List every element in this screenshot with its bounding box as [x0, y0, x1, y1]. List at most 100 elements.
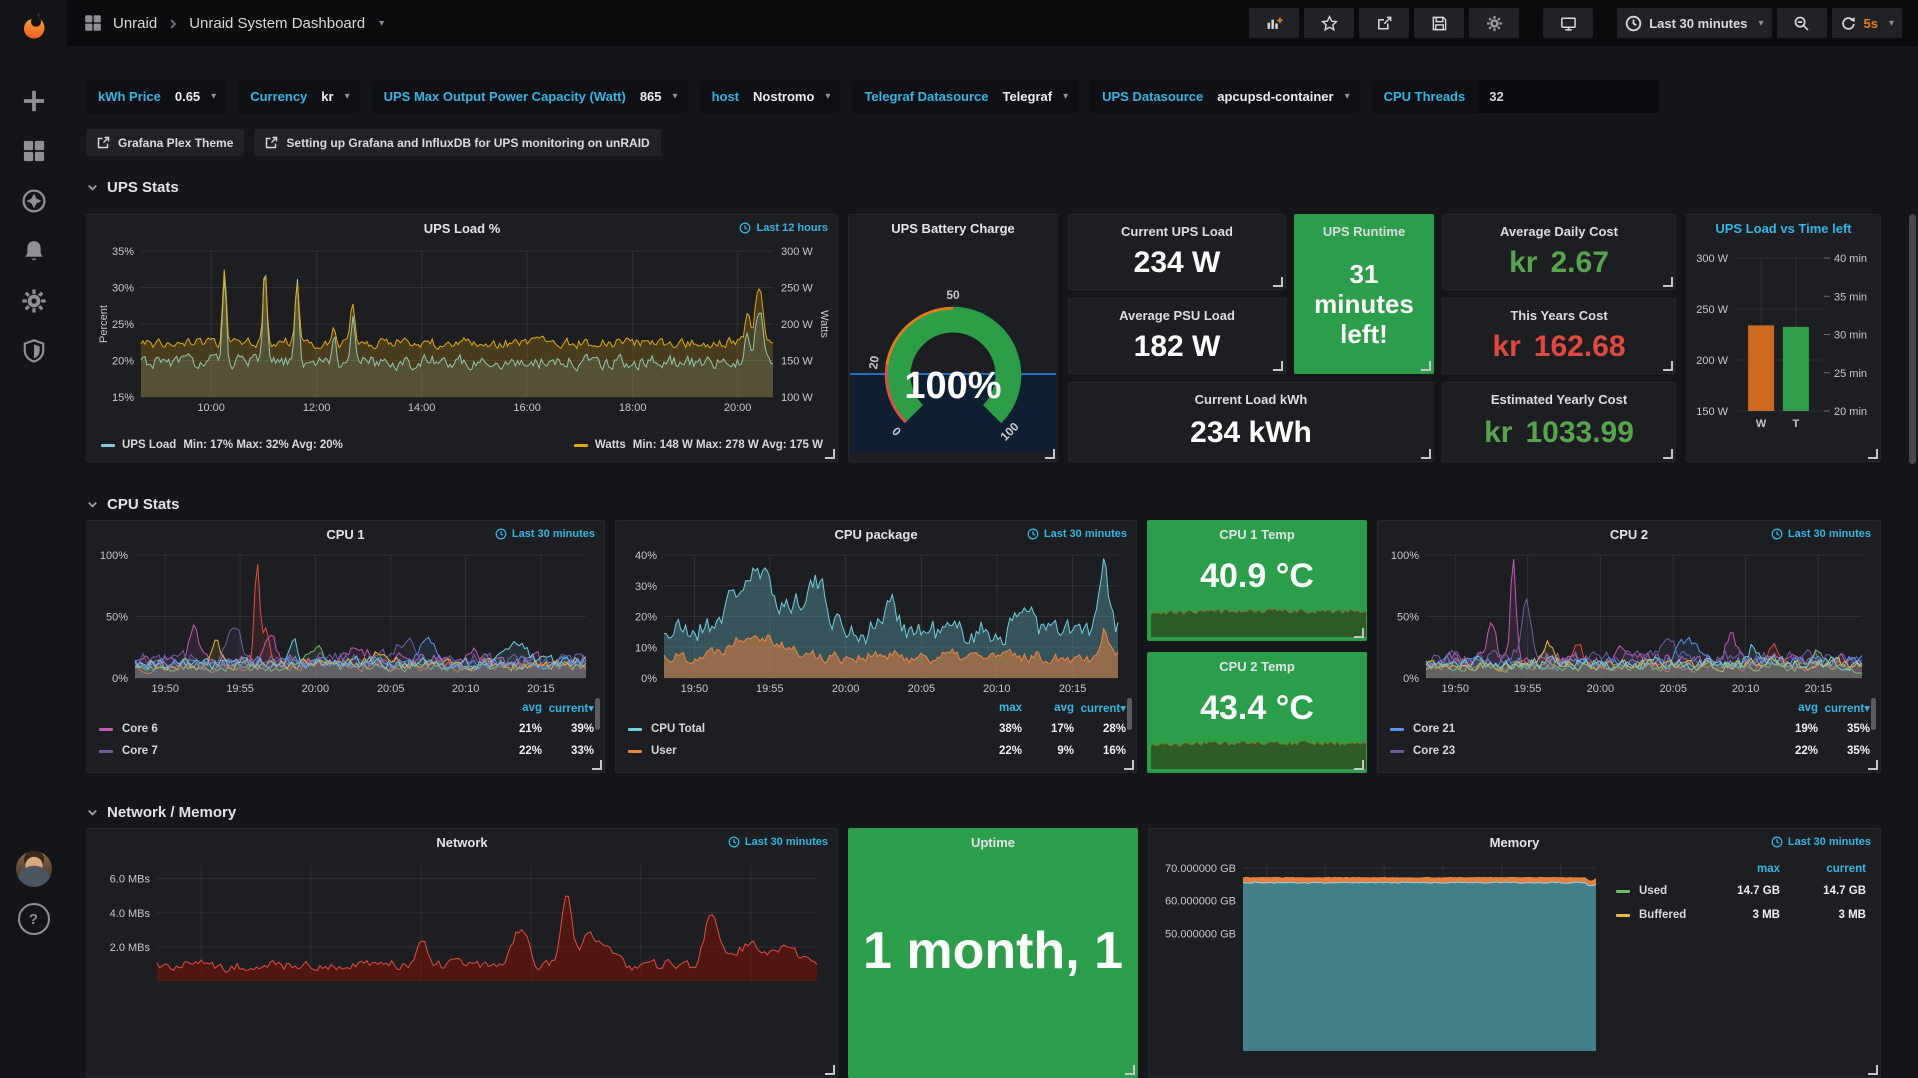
- grafana-logo[interactable]: [12, 8, 56, 52]
- panel-resize-handle[interactable]: [1354, 760, 1364, 770]
- legend-sort-header[interactable]: current▾: [548, 703, 594, 715]
- explore-icon[interactable]: [21, 188, 47, 214]
- panel-title[interactable]: CPU 1: [326, 526, 365, 542]
- breadcrumb-dashboard[interactable]: Unraid System Dashboard: [189, 14, 366, 32]
- panel-resize-handle[interactable]: [825, 449, 835, 459]
- legend-scrollbar[interactable]: [595, 698, 600, 730]
- legend-sort-header[interactable]: avg: [522, 702, 542, 714]
- panel-resize-handle[interactable]: [1663, 361, 1673, 371]
- link-grafana-plex-theme[interactable]: Grafana Plex Theme: [86, 129, 245, 156]
- network-chart[interactable]: 6.0 MBs 4.0 MBs 2.0 MBs: [95, 857, 829, 999]
- panel-title[interactable]: UPS Battery Charge: [891, 220, 1015, 236]
- ups-load-chart[interactable]: 35% 30% 25% 20% 15% 300 W 250 W 200 W 150 W 100 W…: [95, 243, 830, 417]
- panel-title[interactable]: Memory: [1489, 834, 1540, 850]
- stat-title[interactable]: Current UPS Load: [1121, 224, 1233, 239]
- add-panel-button[interactable]: [1249, 8, 1300, 38]
- panel-resize-handle[interactable]: [1868, 449, 1878, 459]
- panel-resize-handle[interactable]: [1868, 760, 1878, 770]
- stat-title[interactable]: Estimated Yearly Cost: [1490, 392, 1628, 407]
- configuration-gear-icon[interactable]: [21, 288, 47, 314]
- panel-resize-handle[interactable]: [1421, 449, 1431, 459]
- panel-time-range[interactable]: Last 30 minutes: [495, 528, 595, 540]
- legend-item[interactable]: Watts Min: 148 W Max: 278 W Avg: 175 W: [573, 437, 823, 453]
- alerting-bell-icon[interactable]: [21, 238, 47, 264]
- save-button[interactable]: [1414, 8, 1465, 38]
- stat-title[interactable]: This Years Cost: [1510, 308, 1608, 323]
- panel-title[interactable]: UPS Load vs Time left: [1715, 220, 1852, 236]
- variable-host[interactable]: host Nostromo ▾: [699, 80, 841, 113]
- legend-sort-header[interactable]: avg: [1798, 702, 1818, 714]
- legend-series-name[interactable]: User: [651, 745, 677, 757]
- link-ups-monitoring-guide[interactable]: Setting up Grafana and InfluxDB for UPS …: [254, 129, 661, 156]
- section-cpu-stats[interactable]: CPU Stats: [86, 493, 1918, 515]
- cpu-threads-input[interactable]: 32: [1479, 80, 1660, 113]
- panel-time-range[interactable]: Last 12 hours: [739, 222, 828, 234]
- cpu2-chart[interactable]: 100% 50% 0% 19:50 19:55 20:00 20:05 20:10 20:15: [1386, 549, 1872, 696]
- panel-resize-handle[interactable]: [592, 760, 602, 770]
- battery-gauge[interactable]: 0 20 50 100: [849, 241, 1057, 461]
- refresh-interval-label[interactable]: 5s: [1863, 15, 1878, 31]
- dashboard-settings-button[interactable]: [1469, 8, 1520, 38]
- legend-sort-header[interactable]: current▾: [1080, 703, 1126, 715]
- panel-time-range[interactable]: Last 30 minutes: [728, 836, 828, 848]
- legend-row[interactable]: Used 14.7 GB 14.7 GB: [1616, 879, 1866, 903]
- panel-title[interactable]: CPU 2 Temp: [1219, 658, 1295, 674]
- stat-title[interactable]: UPS Runtime: [1322, 224, 1406, 239]
- variable-telegraf-datasource[interactable]: Telegraf Datasource Telegraf ▾: [852, 80, 1079, 113]
- stat-title[interactable]: Average Daily Cost: [1499, 224, 1618, 239]
- panel-time-range[interactable]: Last 30 minutes: [1771, 836, 1871, 848]
- panel-resize-handle[interactable]: [1124, 760, 1134, 770]
- legend-series-name[interactable]: Core 7: [122, 745, 158, 757]
- legend-series-name[interactable]: Used: [1639, 885, 1668, 897]
- variable-currency[interactable]: Currency kr ▾: [238, 80, 360, 113]
- panel-title[interactable]: Uptime: [970, 834, 1016, 850]
- panel-title[interactable]: CPU 2: [1609, 526, 1649, 542]
- panel-title[interactable]: Network: [436, 834, 488, 850]
- panel-resize-handle[interactable]: [1273, 277, 1283, 287]
- panel-resize-handle[interactable]: [1868, 1065, 1878, 1075]
- legend-sort-header[interactable]: current: [1826, 863, 1866, 875]
- legend-series-name[interactable]: UPS Load: [122, 439, 177, 451]
- stat-title[interactable]: Current Load kWh: [1194, 392, 1308, 407]
- legend-row[interactable]: Core 7 22% 33%: [99, 740, 594, 762]
- legend-item[interactable]: UPS Load Min: 17% Max: 32% Avg: 20%: [101, 437, 343, 453]
- ups-load-vs-time-chart[interactable]: 300 W 250 W 200 W 150 W 40 min 35 min 30 min 25…: [1691, 243, 1876, 455]
- cpu-package-chart[interactable]: 40% 30% 20% 10% 0% 19:50 19:55 20:00 20:05 20:10 2…: [624, 549, 1128, 696]
- caret-down-icon[interactable]: ▾: [379, 17, 385, 29]
- page-scrollbar-thumb[interactable]: [1909, 214, 1916, 464]
- cycle-view-button[interactable]: [1543, 8, 1594, 38]
- legend-sort-header[interactable]: max: [1756, 863, 1780, 875]
- panel-resize-handle[interactable]: [1421, 361, 1431, 371]
- legend-sort-header[interactable]: max: [998, 702, 1022, 714]
- legend-series-name[interactable]: Core 23: [1413, 745, 1456, 757]
- legend-series-name[interactable]: Core 21: [1413, 723, 1456, 735]
- time-range-button[interactable]: Last 30 minutes ▾: [1617, 8, 1772, 38]
- panel-resize-handle[interactable]: [1045, 449, 1055, 459]
- legend-row[interactable]: Buffered 3 MB 3 MB: [1616, 903, 1866, 927]
- panel-title[interactable]: CPU 1 Temp: [1219, 526, 1295, 542]
- legend-row[interactable]: Core 21 19% 35%: [1390, 718, 1870, 740]
- zoom-out-button[interactable]: [1776, 8, 1827, 38]
- panel-time-range[interactable]: Last 30 minutes: [1027, 528, 1127, 540]
- breadcrumb-folder[interactable]: Unraid: [113, 14, 158, 32]
- cpu1-chart[interactable]: 100% 50% 0% 19:50 19:55 20:00 20:05 20:10 20:15: [95, 549, 596, 696]
- legend-sort-header[interactable]: current▾: [1824, 703, 1870, 715]
- panel-time-range[interactable]: Last 30 minutes: [1771, 528, 1871, 540]
- stat-title[interactable]: Average PSU Load: [1119, 308, 1235, 323]
- share-button[interactable]: [1359, 8, 1410, 38]
- star-button[interactable]: [1304, 8, 1355, 38]
- legend-series-name[interactable]: Buffered: [1639, 909, 1687, 921]
- memory-chart[interactable]: 70.000000 GB 60.000000 GB 50.000000 GB: [1155, 857, 1604, 1069]
- refresh-button[interactable]: 5s ▾: [1831, 8, 1902, 38]
- legend-series-name[interactable]: Watts: [594, 439, 626, 451]
- help-icon[interactable]: ?: [17, 903, 50, 935]
- panel-resize-handle[interactable]: [1663, 277, 1673, 287]
- variable-ups-max-output[interactable]: UPS Max Output Power Capacity (Watt) 865…: [371, 80, 688, 113]
- server-admin-shield-icon[interactable]: [21, 338, 47, 364]
- create-icon[interactable]: [21, 88, 47, 114]
- legend-scrollbar[interactable]: [1127, 698, 1132, 730]
- legend-row[interactable]: Core 23 22% 35%: [1390, 740, 1870, 762]
- panel-resize-handle[interactable]: [1273, 361, 1283, 371]
- dashboards-icon[interactable]: [21, 138, 47, 164]
- user-avatar[interactable]: [15, 851, 52, 887]
